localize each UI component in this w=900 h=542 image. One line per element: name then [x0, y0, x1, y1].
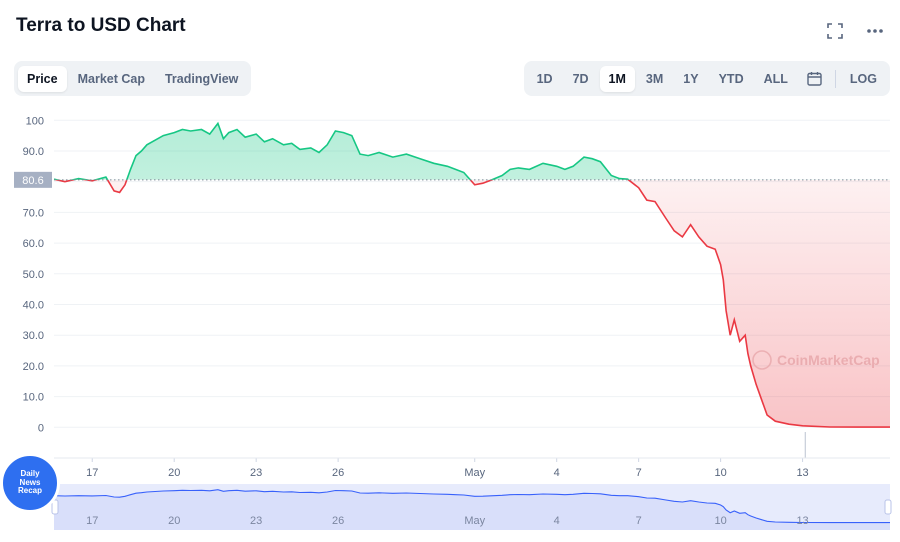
- more-icon[interactable]: [864, 20, 886, 42]
- navigator-tick-label: 4: [554, 515, 560, 527]
- watermark-logo-icon: [752, 350, 772, 370]
- badge-line1: Daily: [20, 469, 40, 479]
- navigator-left-handle: [51, 499, 59, 515]
- navigator-line: [53, 489, 890, 524]
- navigator-tick-label: 13: [796, 515, 808, 527]
- chart-type-tabs: Price Market Cap TradingView: [14, 61, 252, 96]
- y-tick-label: 40.0: [23, 299, 44, 311]
- x-tick-label: 10: [714, 467, 726, 479]
- navigator-right-handle: [884, 499, 892, 515]
- y-tick-label: 30.0: [23, 330, 44, 342]
- top-icons: [824, 20, 886, 42]
- chart-title: Terra to USD Chart: [16, 15, 186, 36]
- watermark-text: CoinMarketCap: [777, 352, 880, 368]
- y-tick-label: 50.0: [23, 269, 44, 281]
- x-tick-label: 4: [554, 467, 560, 479]
- x-tick-label: May: [464, 467, 485, 479]
- price-area-down: [56, 179, 890, 428]
- range-1d[interactable]: 1D: [536, 71, 553, 86]
- x-tick-label: 13: [796, 467, 808, 479]
- y-tick-label: 100: [26, 115, 44, 127]
- navigator-tick-label: 20: [168, 515, 180, 527]
- navigator-area: [54, 489, 890, 530]
- calendar-icon[interactable]: [799, 65, 830, 92]
- tab-tradingview[interactable]: TradingView: [164, 71, 239, 86]
- y-tick-label: 70.0: [23, 207, 44, 219]
- reference-label-bg: [14, 171, 52, 188]
- reference-line: 80.6: [14, 171, 890, 188]
- navigator-tick-label: 26: [332, 515, 344, 527]
- y-tick-label: 90.0: [23, 146, 44, 158]
- reference-label: 80.6: [22, 175, 43, 187]
- y-tick-label: 20.0: [23, 361, 44, 373]
- x-axis: 17 20 23 26 May 4 7 10 13: [54, 457, 890, 479]
- navigator-tick-label: 7: [636, 515, 642, 527]
- navigator-tick-label: 17: [86, 515, 98, 527]
- watermark: CoinMarketCap: [752, 350, 880, 370]
- y-tick-label: 0: [38, 422, 44, 434]
- badge-line3: Recap: [17, 486, 42, 496]
- price-line-up: [54, 121, 630, 180]
- range-7d[interactable]: 7D: [572, 71, 589, 86]
- navigator-tick-label: 10: [714, 515, 726, 527]
- x-tick-label: 23: [250, 467, 262, 479]
- x-tick-label: 20: [168, 467, 180, 479]
- price-area: [54, 123, 890, 428]
- range-navigator[interactable]: 17 20 23 26 May 4 7 10 13: [51, 484, 892, 530]
- range-selector: 1D 7D 1M 3M 1Y YTD ALL LOG: [523, 61, 890, 96]
- price-line-down: [54, 179, 890, 428]
- range-ytd[interactable]: YTD: [718, 71, 744, 86]
- y-tick-label: 60.0: [23, 238, 44, 250]
- range-divider: [834, 69, 836, 88]
- tab-price[interactable]: Price: [18, 65, 67, 92]
- navigator-tick-label: 23: [250, 515, 262, 527]
- range-1y[interactable]: 1Y: [683, 71, 699, 86]
- y-tick-label: 10.0: [23, 392, 44, 404]
- fullscreen-icon[interactable]: [824, 20, 846, 42]
- tab-market-cap[interactable]: Market Cap: [77, 71, 145, 86]
- log-toggle[interactable]: LOG: [849, 71, 877, 86]
- range-3m[interactable]: 3M: [645, 71, 664, 86]
- badge-line2: News: [19, 477, 41, 487]
- range-1m[interactable]: 1M: [599, 65, 635, 92]
- x-tick-label: 26: [332, 467, 344, 479]
- price-area-up: [54, 123, 890, 180]
- range-all[interactable]: ALL: [763, 71, 788, 86]
- price-lines: [54, 121, 890, 428]
- navigator-tick-label: May: [464, 515, 485, 527]
- daily-news-recap-badge[interactable]: Daily News Recap: [0, 453, 60, 513]
- x-tick-label: 17: [86, 467, 98, 479]
- x-tick-label: 7: [636, 467, 642, 479]
